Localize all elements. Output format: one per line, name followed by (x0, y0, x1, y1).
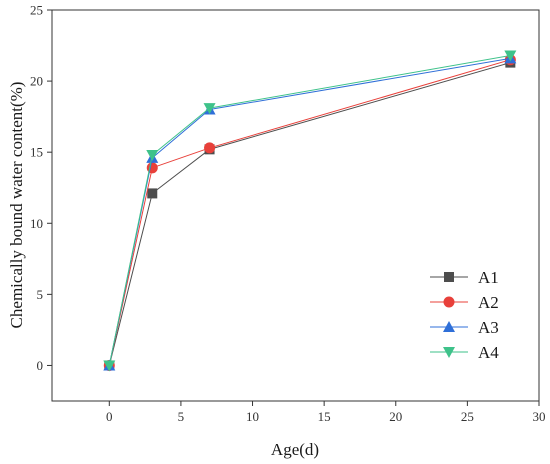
legend-marker (444, 272, 454, 282)
data-point (203, 103, 216, 115)
legend: A1 A2 A3 A4 (430, 268, 499, 362)
series-a3 (103, 52, 517, 371)
legend-label: A4 (478, 343, 499, 362)
y-tick-label: 15 (30, 145, 43, 160)
legend-item-a1: A1 (430, 268, 499, 287)
y-axis-ticks: 0 5 10 15 20 25 (30, 3, 52, 373)
legend-label: A2 (478, 293, 499, 312)
data-point (504, 50, 517, 62)
legend-item-a4: A4 (430, 343, 499, 362)
x-tick-label: 20 (389, 409, 402, 424)
y-tick-label: 10 (30, 216, 43, 231)
x-tick-label: 15 (318, 409, 331, 424)
legend-marker (443, 296, 455, 308)
x-axis-title: Age(d) (271, 440, 319, 459)
series-a4 (103, 50, 517, 372)
series-a1 (104, 57, 516, 371)
data-point (147, 188, 158, 199)
legend-item-a2: A2 (430, 293, 499, 312)
x-tick-label: 30 (533, 409, 546, 424)
x-axis-ticks: 0 5 10 15 20 25 30 (106, 401, 546, 424)
series-a2 (103, 54, 516, 371)
legend-marker (443, 347, 455, 358)
legend-item-a3: A3 (430, 318, 499, 337)
legend-marker (443, 321, 455, 332)
series-line (108, 57, 511, 366)
series-line (108, 55, 511, 366)
x-tick-label: 0 (106, 409, 113, 424)
plot-area-frame (51, 9, 540, 402)
data-point (146, 150, 159, 162)
y-tick-label: 5 (37, 287, 44, 302)
series-line (108, 62, 511, 366)
y-tick-label: 0 (37, 358, 44, 373)
y-tick-label: 25 (30, 3, 43, 18)
x-tick-label: 10 (246, 409, 259, 424)
legend-label: A1 (478, 268, 499, 287)
data-point (103, 360, 116, 372)
x-tick-label: 25 (461, 409, 474, 424)
y-axis-title: Chemically bound water content(%) (7, 82, 26, 329)
y-tick-label: 20 (30, 74, 43, 89)
series-layer (103, 50, 517, 372)
series-line (108, 59, 511, 366)
x-tick-label: 5 (178, 409, 185, 424)
legend-label: A3 (478, 318, 499, 337)
data-point (204, 142, 216, 154)
